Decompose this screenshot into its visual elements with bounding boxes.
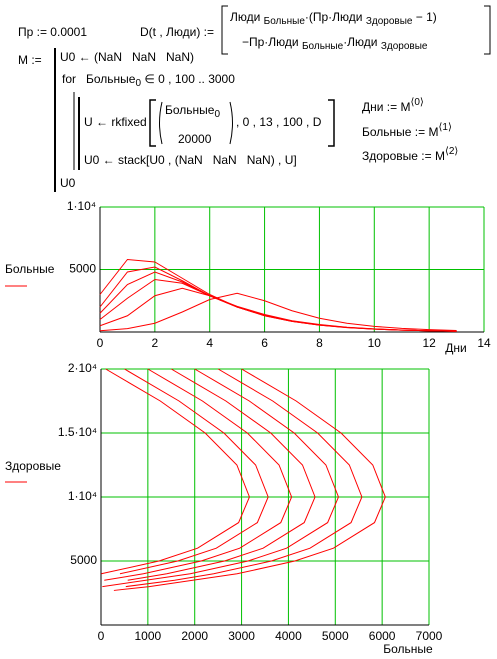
series-line [99,292,457,332]
formula-text: Больные [165,103,215,117]
formula-text: Здоровые := M [362,149,445,163]
chart: 0 2 4 6 8 10 12 14 5000 1·10⁴ Дни Больные [5,199,491,355]
y-axis-label: Здоровые [5,459,61,473]
x-tick-label: 7000 [416,629,443,643]
x-tick-label: 10 [368,336,382,350]
formula: Больные0 [165,103,220,122]
series-line [125,368,363,588]
series-line [119,368,269,575]
x-tick-label: 8 [316,336,323,350]
paren [229,101,233,145]
series-line [99,266,457,332]
formula-text: ⟨2⟩ [444,146,459,157]
series-line [113,368,386,591]
formula-text: Пр := 0.0001 [18,25,88,39]
x-tick-label: 12 [422,336,436,350]
x-tick-label: 0 [98,629,105,643]
formula-text: M := [18,53,42,67]
formula-text: Здоровые [380,41,428,52]
formula-text: U0 ← stack[U0 , (NaN NaN NaN) , U] [84,153,297,167]
formula: D(t , Люди) := [140,25,214,39]
formula: for Больные0 ∈ 0 , 100 .. 3000 [62,72,235,91]
formula-text: U ← rkfixed [84,115,147,129]
formula: M := [18,53,42,67]
formula-text: Больные := M [362,125,439,139]
y-tick-label: 2·10⁴ [68,361,97,375]
x-tick-label: 3000 [228,629,255,643]
x-tick-label: 6000 [369,629,396,643]
brackets [54,5,491,192]
x-axis-label: Дни [445,341,466,355]
chart: 0 1000 2000 3000 4000 5000 6000 7000 5000 1·10⁴ 1.… [5,361,443,656]
x-tick-label: 2000 [181,629,208,643]
x-tick-label: 4000 [275,629,302,643]
x-tick-label: 5000 [322,629,349,643]
formula: Здоровые := M⟨2⟩ [362,145,458,163]
formula-text: 0 [135,78,142,89]
bracket [328,99,335,147]
bracket [149,99,156,147]
formula-text: ∈ 0 , 100 .. 3000 [141,72,235,86]
formula-text: for Больные [62,72,136,86]
formula: −Пр·Люди Больные·Люди Здоровые [242,35,427,54]
formula-text: ⟨0⟩ [410,97,424,108]
x-tick-label: 14 [477,336,491,350]
series-line [102,368,340,588]
formula: Больные := M⟨1⟩ [362,121,452,139]
series-line [99,287,457,332]
paren [159,101,163,145]
formula-text: Люди [230,10,264,24]
formula: , 0 , 13 , 100 , D [236,115,321,129]
formula-text: Больные [301,41,344,52]
formula-text: −Пр·Люди [242,35,302,49]
formula-text: U0 ← (NaN NaN NaN) [60,50,195,64]
formula-text: D(t , Люди) := [140,25,214,39]
formula-text: , 0 , 13 , 100 , D [236,115,322,129]
formula-text: ⟨1⟩ [438,122,452,133]
formula: U0 [60,176,75,190]
formula: Пр := 0.0001 [18,25,87,39]
matrix-bracket [484,5,491,55]
formula-text: Здоровые [365,16,413,27]
y-tick-label: 1·10⁴ [67,199,96,213]
matrix-bracket [221,5,228,55]
x-tick-label: 1000 [135,629,162,643]
formula-text: 0 [214,109,221,120]
formula: Люди Больные·(Пр·Люди Здоровые − 1) [230,10,437,29]
formula-text: ·Люди [343,35,381,49]
formula-text: − 1) [412,10,437,24]
series-line [104,368,293,581]
series-line [99,258,457,332]
x-axis-label: Больные [383,642,433,656]
series-line [101,368,250,575]
formula-text: U0 [60,176,76,190]
formula: Дни := M⟨0⟩ [362,96,424,114]
formula: U ← rkfixed [84,115,147,129]
formula-text: Больные [263,16,305,27]
formula-text: 20000 [178,132,212,146]
x-tick-label: 4 [206,336,213,350]
formula: 20000 [178,132,211,146]
y-tick-label: 1·10⁴ [68,489,97,503]
formula: U0 ← (NaN NaN NaN) [60,50,194,64]
x-tick-label: 2 [152,336,159,350]
y-tick-label: 5000 [69,262,96,276]
y-tick-label: 1.5·10⁴ [58,425,97,439]
formula: U0 ← stack[U0 , (NaN NaN NaN) , U] [84,153,297,167]
series-line [127,368,316,581]
y-tick-label: 5000 [70,553,97,567]
formula-text: ·(Пр·Люди [304,10,366,24]
formula-text: Дни := M [362,100,411,114]
x-tick-label: 0 [97,336,104,350]
x-tick-label: 6 [261,336,268,350]
y-axis-label: Больные [5,262,55,276]
